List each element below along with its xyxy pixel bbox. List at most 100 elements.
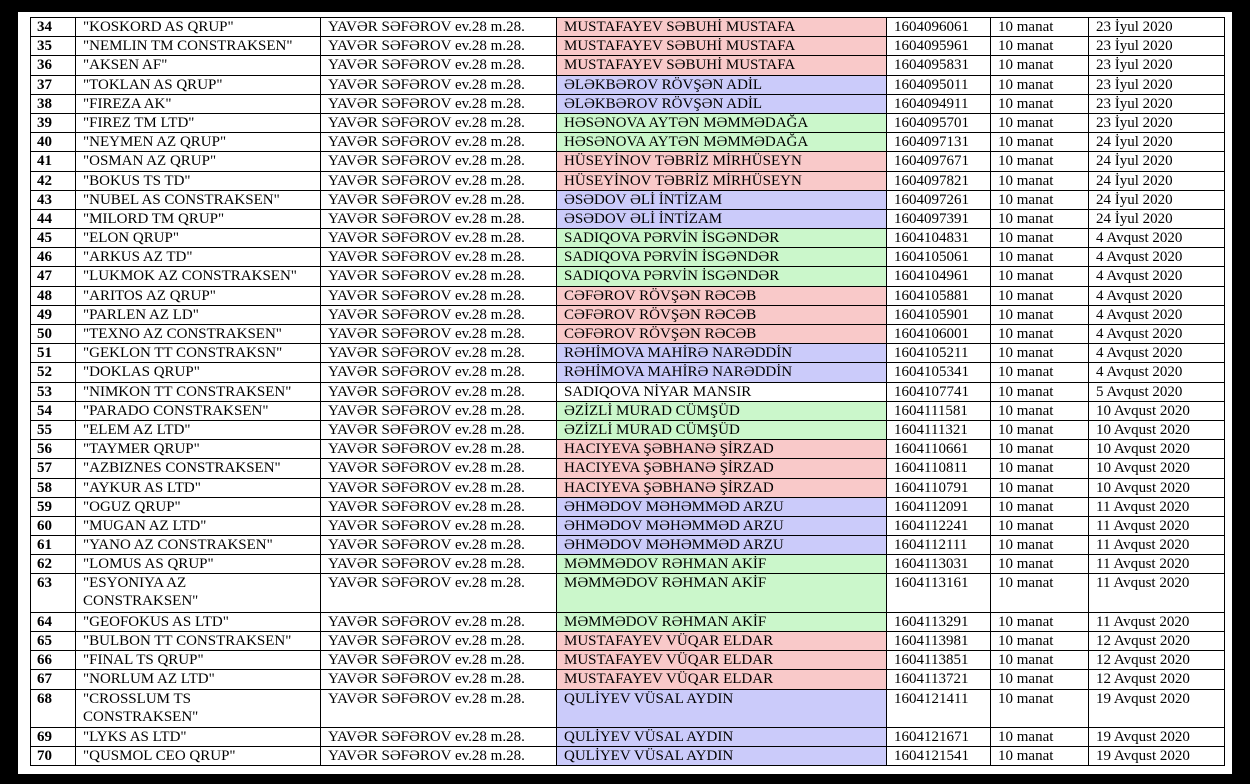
table-row: 46 "ARKUS AZ TD" YAVƏR SƏFƏROV ev.28 m.28.… xyxy=(30,247,1225,268)
row-number: 52 xyxy=(30,362,76,383)
table-row: 69 "LYKS AS LTD" YAVƏR SƏFƏROV ev.28 m.28.… xyxy=(30,726,1225,748)
person: ƏHMƏDOV MƏHƏMMƏD ARZU xyxy=(556,515,887,537)
code: 1604113031 xyxy=(886,554,991,575)
amount: 10 manat xyxy=(990,55,1089,76)
person: HƏSƏNOVA AYTƏN MƏMMƏDAĞA xyxy=(556,112,887,134)
company: "GEOFOKUS AS LTD" xyxy=(75,611,321,633)
amount: 10 manat xyxy=(990,554,1089,575)
address: YAVƏR SƏFƏROV ev.28 m.28. xyxy=(320,343,557,364)
address: YAVƏR SƏFƏROV ev.28 m.28. xyxy=(320,746,557,767)
code: 1604110811 xyxy=(886,458,991,479)
company: "ARKUS AZ TD" xyxy=(75,247,321,268)
company: "DOKLAS QRUP" xyxy=(75,362,321,383)
company: "BOKUS TS TD" xyxy=(75,170,321,191)
row-number: 49 xyxy=(30,304,76,326)
person: RƏHİMOVA MAHİRƏ NARƏDDİN xyxy=(556,362,887,383)
person: SADIQOVA PƏRVİN İSGƏNDƏR xyxy=(556,228,887,249)
company: "CROSSLUM TS CONSTRAKSEN" xyxy=(75,688,321,728)
date: 10 Avqust 2020 xyxy=(1088,458,1225,479)
address: YAVƏR SƏFƏROV ev.28 m.28. xyxy=(320,247,557,268)
address: YAVƏR SƏFƏROV ev.28 m.28. xyxy=(320,189,557,210)
person: MƏMMƏDOV RƏHMAN AKİF xyxy=(556,554,887,575)
address: YAVƏR SƏFƏROV ev.28 m.28. xyxy=(320,726,557,748)
table-row: 36 "AKSEN AF" YAVƏR SƏFƏROV ev.28 m.28. MUS… xyxy=(30,55,1225,76)
code: 1604097261 xyxy=(886,189,991,210)
date: 5 Avqust 2020 xyxy=(1088,381,1225,402)
code: 1604097821 xyxy=(886,170,991,191)
table-row: 55 "ELEM AZ LTD" YAVƏR SƏFƏROV ev.28 m.28.… xyxy=(30,419,1225,441)
person: ƏZİZLİ MURAD CÜMŞÜD xyxy=(556,419,887,441)
row-number: 65 xyxy=(30,631,76,652)
row-number: 43 xyxy=(30,189,76,210)
company: "AKSEN AF" xyxy=(75,55,321,76)
address: YAVƏR SƏFƏROV ev.28 m.28. xyxy=(320,477,557,498)
table-row: 48 "ARITOS AZ QRUP" YAVƏR SƏFƏROV ev.28 m.… xyxy=(30,285,1225,306)
code: 1604113851 xyxy=(886,650,991,671)
address: YAVƏR SƏFƏROV ev.28 m.28. xyxy=(320,362,557,383)
company: "TOKLAN AS QRUP" xyxy=(75,74,321,95)
amount: 10 manat xyxy=(990,285,1089,306)
table-row: 41 "OSMAN AZ QRUP" YAVƏR SƏFƏROV ev.28 m.2… xyxy=(30,151,1225,172)
row-number: 70 xyxy=(30,746,76,767)
row-number: 44 xyxy=(30,208,76,230)
row-number: 68 xyxy=(30,688,76,728)
table-row: 66 "FINAL TS QRUP" YAVƏR SƏFƏROV ev.28 m.2… xyxy=(30,650,1225,671)
row-number: 39 xyxy=(30,112,76,134)
address: YAVƏR SƏFƏROV ev.28 m.28. xyxy=(320,535,557,556)
row-number: 63 xyxy=(30,573,76,613)
company: "FIREZ TM LTD" xyxy=(75,112,321,134)
date: 23 İyul 2020 xyxy=(1088,36,1225,57)
table-row: 43 "NUBEL AS CONSTRAKSEN" YAVƏR SƏFƏROV ev… xyxy=(30,189,1225,210)
code: 1604095701 xyxy=(886,112,991,134)
table-row: 50 "TEXNO AZ CONSTRAKSEN" YAVƏR SƏFƏROV ev… xyxy=(30,323,1225,345)
code: 1604097671 xyxy=(886,151,991,172)
code: 1604121541 xyxy=(886,746,991,767)
date: 24 İyul 2020 xyxy=(1088,132,1225,153)
code: 1604105211 xyxy=(886,343,991,364)
code: 1604112111 xyxy=(886,535,991,556)
row-number: 54 xyxy=(30,400,76,421)
table-row: 45 "ELON QRUP" YAVƏR SƏFƏROV ev.28 m.28. SA… xyxy=(30,228,1225,249)
company: "TEXNO AZ CONSTRAKSEN" xyxy=(75,323,321,345)
code: 1604105061 xyxy=(886,247,991,268)
amount: 10 manat xyxy=(990,362,1089,383)
address: YAVƏR SƏFƏROV ev.28 m.28. xyxy=(320,208,557,230)
date: 19 Avqust 2020 xyxy=(1088,726,1225,748)
company: "FINAL TS QRUP" xyxy=(75,650,321,671)
date: 11 Avqust 2020 xyxy=(1088,515,1225,537)
amount: 10 manat xyxy=(990,247,1089,268)
date: 12 Avqust 2020 xyxy=(1088,650,1225,671)
person: MUSTAFAYEV VÜQAR ELDAR xyxy=(556,631,887,652)
amount: 10 manat xyxy=(990,573,1089,613)
company: "TAYMER QRUP" xyxy=(75,439,321,460)
address: YAVƏR SƏFƏROV ev.28 m.28. xyxy=(320,285,557,306)
amount: 10 manat xyxy=(990,669,1089,690)
company: "KOSKORD AS QRUP" xyxy=(75,16,321,38)
row-number: 59 xyxy=(30,496,76,517)
amount: 10 manat xyxy=(990,535,1089,556)
address: YAVƏR SƏFƏROV ev.28 m.28. xyxy=(320,36,557,57)
company: "GEKLON TT CONSTRAKSN" xyxy=(75,343,321,364)
person: HÜSEYİNOV TƏBRİZ MİRHÜSEYN xyxy=(556,151,887,172)
address: YAVƏR SƏFƏROV ev.28 m.28. xyxy=(320,266,557,287)
company: "ESYONIYA AZ CONSTRAKSEN" xyxy=(75,573,321,613)
amount: 10 manat xyxy=(990,650,1089,671)
address: YAVƏR SƏFƏROV ev.28 m.28. xyxy=(320,16,557,38)
date: 10 Avqust 2020 xyxy=(1088,419,1225,441)
table-row: 59 "OGUZ QRUP" YAVƏR SƏFƏROV ev.28 m.28. ƏH… xyxy=(30,496,1225,517)
person: QULİYEV VÜSAL AYDIN xyxy=(556,726,887,748)
row-number: 40 xyxy=(30,132,76,153)
address: YAVƏR SƏFƏROV ev.28 m.28. xyxy=(320,400,557,421)
address: YAVƏR SƏFƏROV ev.28 m.28. xyxy=(320,688,557,728)
person: HACIYEVA ŞƏBHANƏ ŞİRZAD xyxy=(556,458,887,479)
company: "AZBIZNES CONSTRAKSEN" xyxy=(75,458,321,479)
address: YAVƏR SƏFƏROV ev.28 m.28. xyxy=(320,93,557,114)
table-row: 53 "NIMKON TT CONSTRAKSEN" YAVƏR SƏFƏROV e… xyxy=(30,381,1225,402)
amount: 10 manat xyxy=(990,151,1089,172)
amount: 10 manat xyxy=(990,304,1089,326)
date: 4 Avqust 2020 xyxy=(1088,228,1225,249)
person: MUSTAFAYEV SƏBUHİ MUSTAFA xyxy=(556,36,887,57)
company: "QUSMOL CEO QRUP" xyxy=(75,746,321,767)
person: ƏHMƏDOV MƏHƏMMƏD ARZU xyxy=(556,535,887,556)
amount: 10 manat xyxy=(990,477,1089,498)
